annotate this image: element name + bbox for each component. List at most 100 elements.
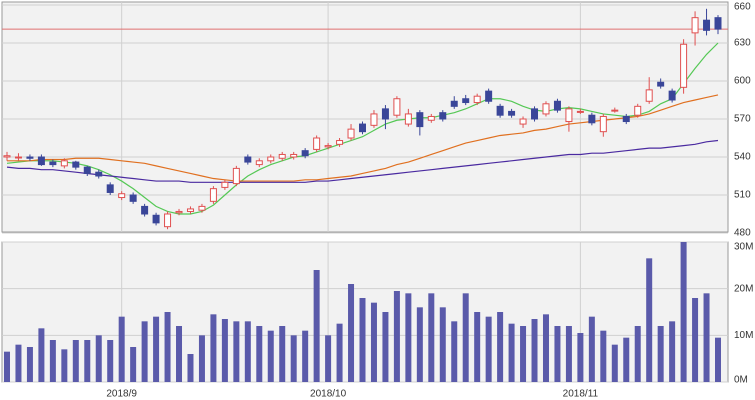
candle-body — [244, 156, 252, 163]
volume-bar — [715, 337, 721, 382]
y-tick-label: 570 — [734, 114, 751, 125]
volume-bar — [428, 293, 435, 382]
candle-body — [164, 213, 172, 228]
candle-body — [152, 214, 160, 224]
volume-bar — [508, 323, 515, 382]
candle-body — [255, 160, 263, 166]
candle-body — [427, 115, 435, 121]
candle-body — [370, 113, 378, 126]
volume-bar — [187, 354, 194, 382]
volume-tick-label: 20M — [734, 283, 753, 294]
volume-bar — [393, 291, 400, 382]
volume-bar — [290, 335, 297, 382]
volume-bar — [233, 321, 240, 382]
candle-body — [611, 109, 619, 112]
volume-bar — [497, 312, 504, 382]
volume-bar — [646, 258, 653, 382]
candle-body — [508, 110, 516, 116]
candle-body — [301, 150, 309, 157]
candle-body — [599, 115, 607, 133]
volume-bar — [669, 321, 676, 382]
candle-body — [49, 161, 57, 166]
volume-bar — [348, 284, 355, 382]
volume-bar — [520, 326, 527, 382]
candle-body — [313, 137, 321, 150]
volume-tick-label: 0M — [734, 375, 748, 386]
volume-bar — [313, 270, 320, 382]
volume-bar — [118, 316, 125, 382]
volume-bar — [554, 326, 561, 382]
candle-body — [450, 100, 458, 107]
candle-body — [485, 90, 493, 102]
volume-bar — [38, 328, 45, 382]
volume-bar — [588, 316, 595, 382]
candle-body — [576, 110, 584, 113]
candle-body — [72, 161, 80, 168]
candle-body — [336, 140, 344, 145]
volume-bar — [565, 326, 572, 382]
volume-bar — [325, 335, 332, 382]
candle-body — [198, 205, 206, 211]
volume-bar — [370, 302, 377, 382]
volume-bar — [221, 319, 228, 382]
volume-bar — [531, 319, 538, 382]
candle-body — [668, 90, 676, 101]
volume-bar — [451, 321, 458, 382]
volume-bar — [95, 335, 102, 382]
x-tick-label: 2018/10 — [310, 389, 347, 400]
candle-body — [60, 160, 68, 167]
candle-body — [473, 95, 481, 104]
price-panel — [1, 1, 729, 233]
volume-bar — [267, 330, 274, 382]
volume-bar — [405, 293, 412, 382]
volume-bar — [485, 316, 492, 382]
x-tick-label: 2018/11 — [563, 389, 599, 400]
candle-body — [542, 103, 550, 115]
candle-body — [232, 167, 240, 185]
candle-body — [588, 114, 596, 124]
candle-body — [703, 19, 711, 31]
candle-body — [37, 156, 45, 166]
candle-body — [634, 105, 642, 116]
volume-bar — [279, 326, 286, 382]
volume-bar — [439, 307, 446, 382]
volume-bar — [141, 321, 148, 382]
volume-bar — [15, 344, 22, 382]
candle-body — [657, 81, 665, 87]
candle-body — [565, 108, 573, 123]
candle-body — [141, 205, 149, 215]
volume-bar — [611, 344, 618, 382]
volume-tick-label: 30M — [734, 242, 753, 253]
volume-bar — [49, 340, 56, 382]
volume-bar — [84, 340, 91, 382]
volume-bar — [210, 314, 217, 382]
volume-bar — [680, 242, 687, 382]
volume-bar — [26, 347, 33, 382]
x-tick-label: 2018/9 — [106, 389, 137, 400]
candle-body — [462, 98, 470, 104]
candle-body — [553, 100, 561, 111]
candle-body — [714, 17, 722, 30]
volume-bar — [176, 326, 183, 382]
volume-bar — [577, 333, 584, 382]
candle-body — [531, 108, 539, 120]
volume-bar — [164, 312, 171, 382]
volume-bar — [4, 351, 10, 382]
candle-body — [267, 156, 275, 162]
candle-body — [496, 105, 504, 116]
volume-bar — [336, 323, 343, 382]
volume-bar — [703, 293, 710, 382]
candle-body — [129, 194, 137, 202]
candle-body — [622, 115, 630, 123]
candle-body — [106, 184, 114, 193]
candle-body — [404, 113, 412, 125]
candle-body — [519, 118, 527, 125]
candle-body — [359, 123, 366, 133]
volume-bar — [416, 307, 423, 382]
candle-body — [439, 112, 447, 120]
volume-tick-label: 10M — [734, 330, 753, 341]
volume-bar — [634, 326, 641, 382]
volume-bar — [623, 337, 630, 382]
candle-body — [186, 208, 194, 212]
